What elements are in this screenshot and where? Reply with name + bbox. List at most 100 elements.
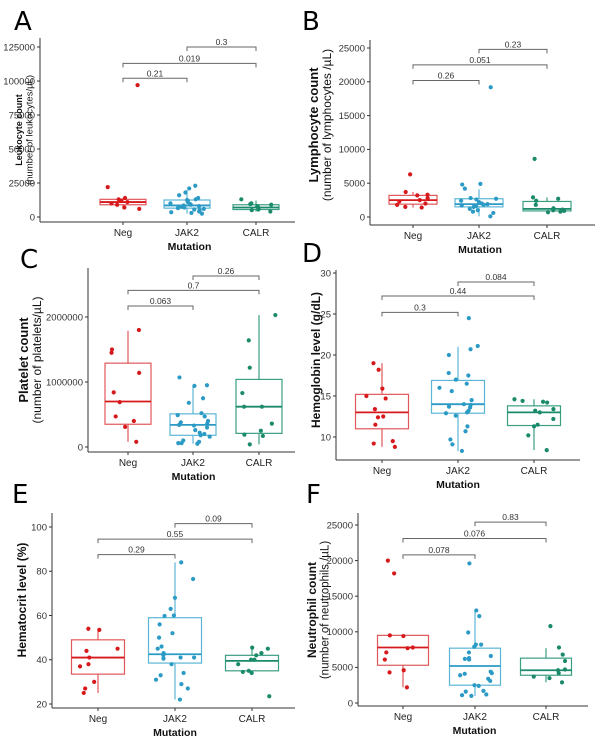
data-point [401, 668, 406, 673]
data-point [109, 350, 114, 355]
data-point [558, 209, 563, 214]
box-iqr [224, 654, 280, 672]
x-axis-title: Mutation [458, 244, 502, 256]
box-iqr [104, 362, 152, 425]
data-point [443, 411, 449, 416]
data-point [182, 205, 187, 210]
data-point [556, 670, 561, 676]
x-tick-label: CALR [246, 458, 273, 469]
data-point [417, 198, 422, 203]
data-point [205, 421, 210, 426]
data-point [372, 407, 378, 412]
y-tick-label: 100000 [3, 76, 35, 87]
data-point [260, 433, 265, 439]
bracket-line [402, 554, 476, 559]
p-value-label: 0.084 [485, 272, 507, 282]
data-point [484, 692, 489, 697]
data-point [408, 172, 413, 177]
p-value-label: 0.23 [505, 39, 522, 49]
y-tick-label: 2000000 [46, 312, 83, 323]
x-tick-label: Neg [373, 466, 391, 477]
data-point [134, 439, 139, 444]
data-point [475, 208, 480, 213]
data-point [183, 190, 188, 195]
comparison-bracket: 0.051 [412, 55, 548, 69]
points-neg [382, 558, 415, 690]
y-axis-title-main: Hemoglobin level (g/dL) [309, 292, 323, 428]
data-point [256, 207, 261, 212]
data-point [247, 442, 252, 447]
data-point [448, 437, 453, 442]
data-point [199, 411, 204, 416]
y-tick-label: 15 [320, 391, 331, 402]
points-jak2 [175, 375, 212, 446]
box-iqr [519, 657, 573, 676]
data-point [269, 202, 274, 207]
data-point [488, 653, 493, 659]
data-point [459, 203, 464, 208]
bracket-line [402, 538, 547, 543]
data-point [193, 183, 198, 188]
data-point [123, 424, 128, 429]
y-tick-label: 0 [348, 698, 353, 709]
comparison-bracket: 0.084 [457, 272, 535, 287]
points-calr [531, 624, 568, 685]
comparison-bracket: 0.078 [402, 545, 476, 559]
data-point [460, 182, 465, 187]
data-point [462, 186, 467, 191]
data-point [474, 197, 479, 202]
points-jak2 [437, 316, 480, 454]
y-tick-label: 10000 [327, 627, 353, 638]
y-axis-title-sub: (number of lymphocytes /µL) [320, 49, 334, 201]
data-point [169, 210, 174, 215]
comparison-bracket: 0.21 [122, 68, 188, 83]
y-axis-title-main: Platelet count [16, 317, 31, 403]
data-point [477, 614, 482, 619]
p-value-label: 0.55 [167, 529, 184, 539]
data-point [195, 441, 200, 446]
data-point [201, 206, 206, 211]
panel-c: C 0 1000000 2000000 Neg JAK2 CALR Mutation Plate… [16, 245, 295, 483]
data-point [250, 645, 255, 650]
data-point [119, 198, 124, 203]
points-jak2 [459, 85, 499, 219]
data-point [137, 206, 142, 211]
x-tick-label: CALR [243, 228, 270, 239]
data-point [155, 646, 160, 651]
x-tick-label: Neg [404, 231, 422, 242]
data-point [193, 428, 198, 433]
data-point [269, 421, 274, 426]
data-point [401, 633, 406, 639]
data-point [395, 202, 400, 207]
x-axis-title: Mutation [172, 471, 216, 483]
data-point [159, 644, 164, 649]
bracket-line [478, 48, 548, 54]
data-point [169, 662, 174, 667]
data-point [241, 404, 247, 409]
bracket-line [192, 275, 260, 281]
x-tick-label: CALR [521, 466, 548, 477]
x-tick-label: Neg [114, 228, 132, 239]
comparison-bracket: 0.09 [174, 514, 253, 528]
box-neg [388, 191, 438, 208]
data-point [537, 410, 542, 415]
data-point [383, 396, 388, 401]
data-point [467, 561, 472, 566]
y-axis-title-sub: (number of leukocytes/µL) [25, 75, 36, 185]
y-axis-title-main: Hematocrit level (%) [15, 543, 29, 658]
x-tick-label: Neg [119, 458, 137, 469]
comparison-bracket: 0.44 [381, 286, 535, 300]
panel-e: E 20 40 60 80 100 Neg JAK2 CALR Mutation Hematocri… [12, 480, 295, 739]
data-point [551, 407, 556, 412]
x-tick-label: CALR [533, 712, 560, 723]
p-value-label: 0.26 [438, 70, 455, 80]
data-point [181, 670, 186, 676]
data-point [188, 202, 193, 207]
y-axis-title: Platelet count(number of platelets/µL) [16, 297, 44, 424]
y-tick-label: 10000 [339, 145, 365, 156]
data-point [371, 361, 376, 366]
data-point [177, 375, 182, 380]
y-tick-label: 20 [320, 350, 331, 361]
data-point [196, 204, 202, 209]
data-point [273, 312, 278, 318]
